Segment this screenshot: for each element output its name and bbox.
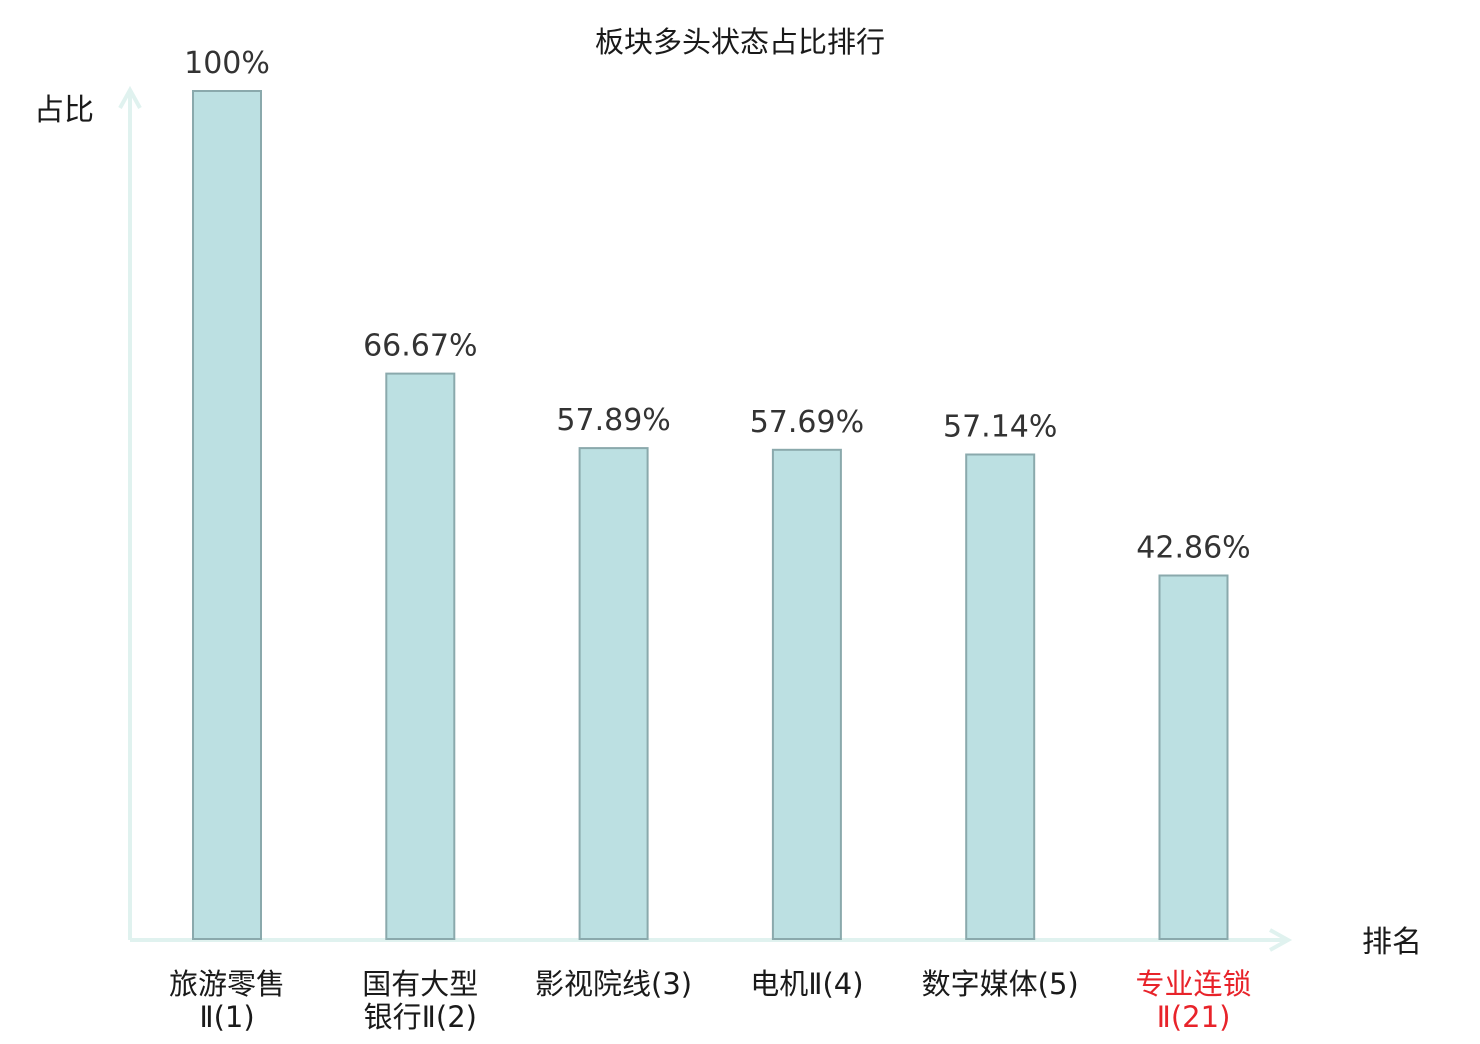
category-label-line: 数字媒体(5) (922, 967, 1079, 1001)
category-label-line: 国有大型 (362, 967, 478, 1001)
bar (578, 447, 649, 940)
bar (192, 90, 262, 940)
bar-value-label: 42.86% (1136, 531, 1250, 566)
category-label-line: 旅游零售 (169, 967, 285, 1001)
category-label: 电机Ⅱ(4) (750, 967, 863, 1001)
category-label-line: 影视院线(3) (535, 967, 692, 1001)
category-label: 数字媒体(5) (922, 967, 1079, 1001)
y-axis-label: 占比 (34, 93, 94, 128)
bar (965, 453, 1036, 940)
category-label: 旅游零售 Ⅱ(1) (169, 967, 285, 1034)
bars-group (192, 90, 1229, 941)
bar-value-label: 57.69% (750, 405, 864, 440)
category-label-line: 银行Ⅱ(2) (364, 1000, 477, 1034)
bar (771, 448, 842, 940)
bar-value-label: 100% (184, 46, 270, 81)
y-axis-arrowhead (118, 85, 142, 109)
category-label: 专业连锁 Ⅱ(21) (1135, 967, 1251, 1034)
bar-value-label: 57.89% (556, 403, 670, 438)
x-axis-arrowhead (1269, 928, 1293, 952)
bar (1158, 574, 1229, 940)
category-labels-group: 旅游零售 Ⅱ(1) 国有大型银行Ⅱ(2) 影视院线(3) 电机Ⅱ(4) 数字媒体(5) 专业… (169, 967, 1252, 1034)
category-label-line: Ⅱ(21) (1157, 1000, 1231, 1034)
bar (385, 372, 456, 941)
category-label: 国有大型银行Ⅱ(2) (362, 967, 478, 1034)
axes (118, 85, 1293, 952)
x-axis-label: 排名 (1362, 925, 1422, 960)
bar-value-label: 57.14% (943, 410, 1057, 445)
value-labels-group: 100% 66.67% 57.89% 57.69% 57.14% 42.86% (184, 46, 1251, 566)
category-label: 影视院线(3) (535, 967, 692, 1001)
bar-value-label: 66.67% (363, 329, 477, 364)
category-label-line: 专业连锁 (1135, 967, 1251, 1001)
category-label-line: Ⅱ(1) (199, 1000, 254, 1034)
chart-title: 板块多头状态占比排行 (595, 25, 885, 59)
category-label-line: 电机Ⅱ(4) (750, 967, 863, 1001)
